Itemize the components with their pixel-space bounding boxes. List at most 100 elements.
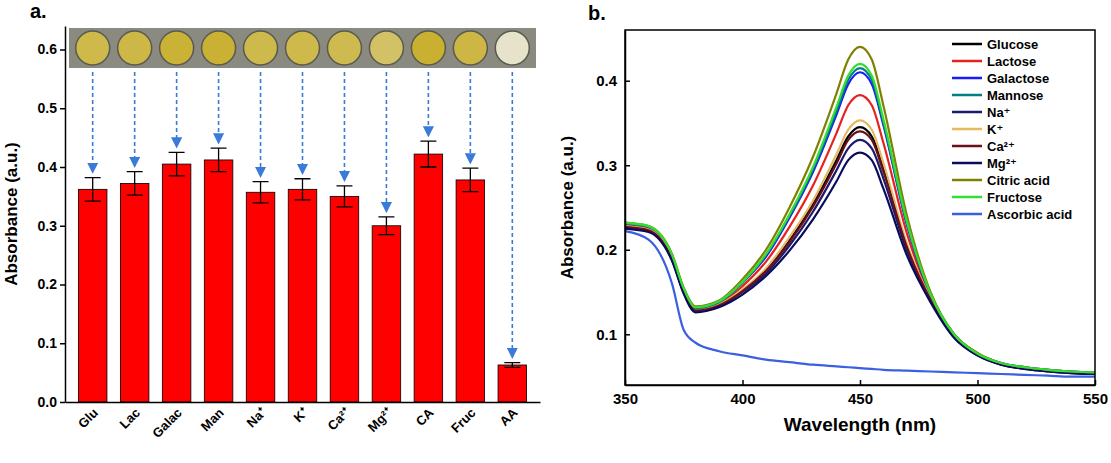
tick-label: Mg²⁺ (365, 404, 395, 434)
tick: AA (497, 405, 521, 429)
arrow (428, 72, 430, 135)
tick-mark (1095, 380, 1097, 385)
legend-label: Na⁺ (987, 105, 1010, 120)
tick-mark (742, 380, 744, 385)
tick: 0.0 (38, 394, 65, 410)
bars (78, 141, 526, 402)
tick: Fruc (448, 405, 479, 436)
bar (456, 180, 485, 402)
tick: 450 (848, 380, 873, 407)
legend-swatch (952, 196, 982, 199)
tick-mark (60, 343, 65, 345)
tick: Galac (149, 405, 185, 441)
tick-label: Na⁺ (244, 404, 270, 430)
bar (498, 365, 527, 402)
bar (372, 226, 401, 402)
well (369, 31, 403, 65)
axis-line (625, 31, 627, 386)
tick-label: 0.5 (38, 100, 58, 116)
y-axis: 0.10.20.30.4 (596, 31, 630, 386)
tick-label: 550 (1083, 390, 1108, 407)
tick: 550 (1083, 380, 1108, 407)
tick-label: K⁺ (291, 404, 312, 425)
tick-mark (60, 167, 65, 169)
tick-label: 0.3 (596, 157, 617, 174)
tick-label: 350 (613, 390, 638, 407)
series-line (625, 131, 1095, 373)
tick: 0.5 (38, 100, 65, 116)
bar (330, 196, 359, 402)
arrow (512, 72, 514, 357)
legend-swatch (952, 43, 982, 46)
error-bar (127, 172, 143, 196)
bar (120, 183, 149, 402)
axis-title: Wavelength (nm) (784, 414, 936, 435)
legend-swatch (952, 111, 982, 114)
series-line (625, 127, 1095, 373)
tick-label: 0.0 (38, 394, 58, 410)
tick-label: 0.4 (38, 159, 58, 175)
tick-label: 450 (848, 390, 873, 407)
figure: 0.00.10.20.30.40.50.6GluLacGalacManNa⁺K⁺… (0, 0, 1111, 463)
tick-label: Ca²⁺ (324, 404, 353, 433)
error-bar (211, 148, 227, 172)
series-line (625, 95, 1095, 373)
error-bar (169, 152, 185, 176)
error-bar (462, 168, 478, 192)
error-bar (378, 217, 394, 235)
tick: 0.4 (596, 72, 630, 89)
tick-mark (60, 402, 65, 404)
tick-mark (60, 108, 65, 110)
tick-label: Man (198, 405, 227, 434)
tick: 0.1 (38, 335, 65, 351)
tick: 0.2 (38, 276, 65, 292)
legend-swatch (952, 145, 982, 148)
legend: GlucoseLactoseGalactoseMannoseNa⁺K⁺Ca²⁺M… (952, 37, 1072, 222)
well (286, 31, 320, 65)
tick: Na⁺ (244, 404, 270, 430)
tick: 500 (965, 380, 990, 407)
error-bar (295, 179, 311, 200)
well (453, 31, 487, 65)
series-line (625, 120, 1095, 373)
tick-mark (60, 49, 65, 51)
tick-label: 0.4 (596, 72, 618, 89)
tick-mark (60, 226, 65, 228)
well (327, 31, 361, 65)
bar (246, 192, 275, 402)
legend-swatch (952, 162, 982, 165)
bar (288, 189, 317, 402)
tick-mark (625, 334, 630, 336)
series-line (625, 68, 1095, 372)
plot-frame (625, 30, 1095, 385)
tick: 0.6 (38, 41, 65, 57)
arrow (344, 72, 346, 180)
arrow (92, 72, 94, 172)
panel-label: a. (30, 0, 47, 22)
error-bar (336, 186, 352, 207)
tick: Man (198, 405, 227, 434)
bar (414, 154, 443, 402)
bar (78, 189, 107, 402)
legend-label: K⁺ (987, 122, 1003, 137)
error-bar (420, 141, 436, 167)
legend-label: Ascorbic acid (987, 207, 1072, 222)
legend-swatch (952, 77, 982, 80)
legend-swatch (952, 179, 982, 182)
axis-title: Absorbance (a.u.) (2, 142, 21, 286)
arrow (134, 72, 136, 166)
tick: Ca²⁺ (324, 404, 353, 433)
legend-swatch (952, 94, 982, 97)
tick-mark (977, 380, 979, 385)
tick-label: 0.1 (38, 335, 58, 351)
error-bar (504, 363, 520, 368)
legend-swatch (952, 213, 982, 216)
axis-line (66, 402, 541, 404)
tick: 0.4 (38, 159, 65, 175)
tick-label: Galac (149, 405, 185, 441)
tick-mark (60, 284, 65, 286)
tick: Lac (116, 405, 142, 431)
photo-strip (69, 28, 536, 68)
axis-title: Absorbance (a.u.) (558, 136, 577, 280)
tick: 0.2 (596, 241, 630, 258)
